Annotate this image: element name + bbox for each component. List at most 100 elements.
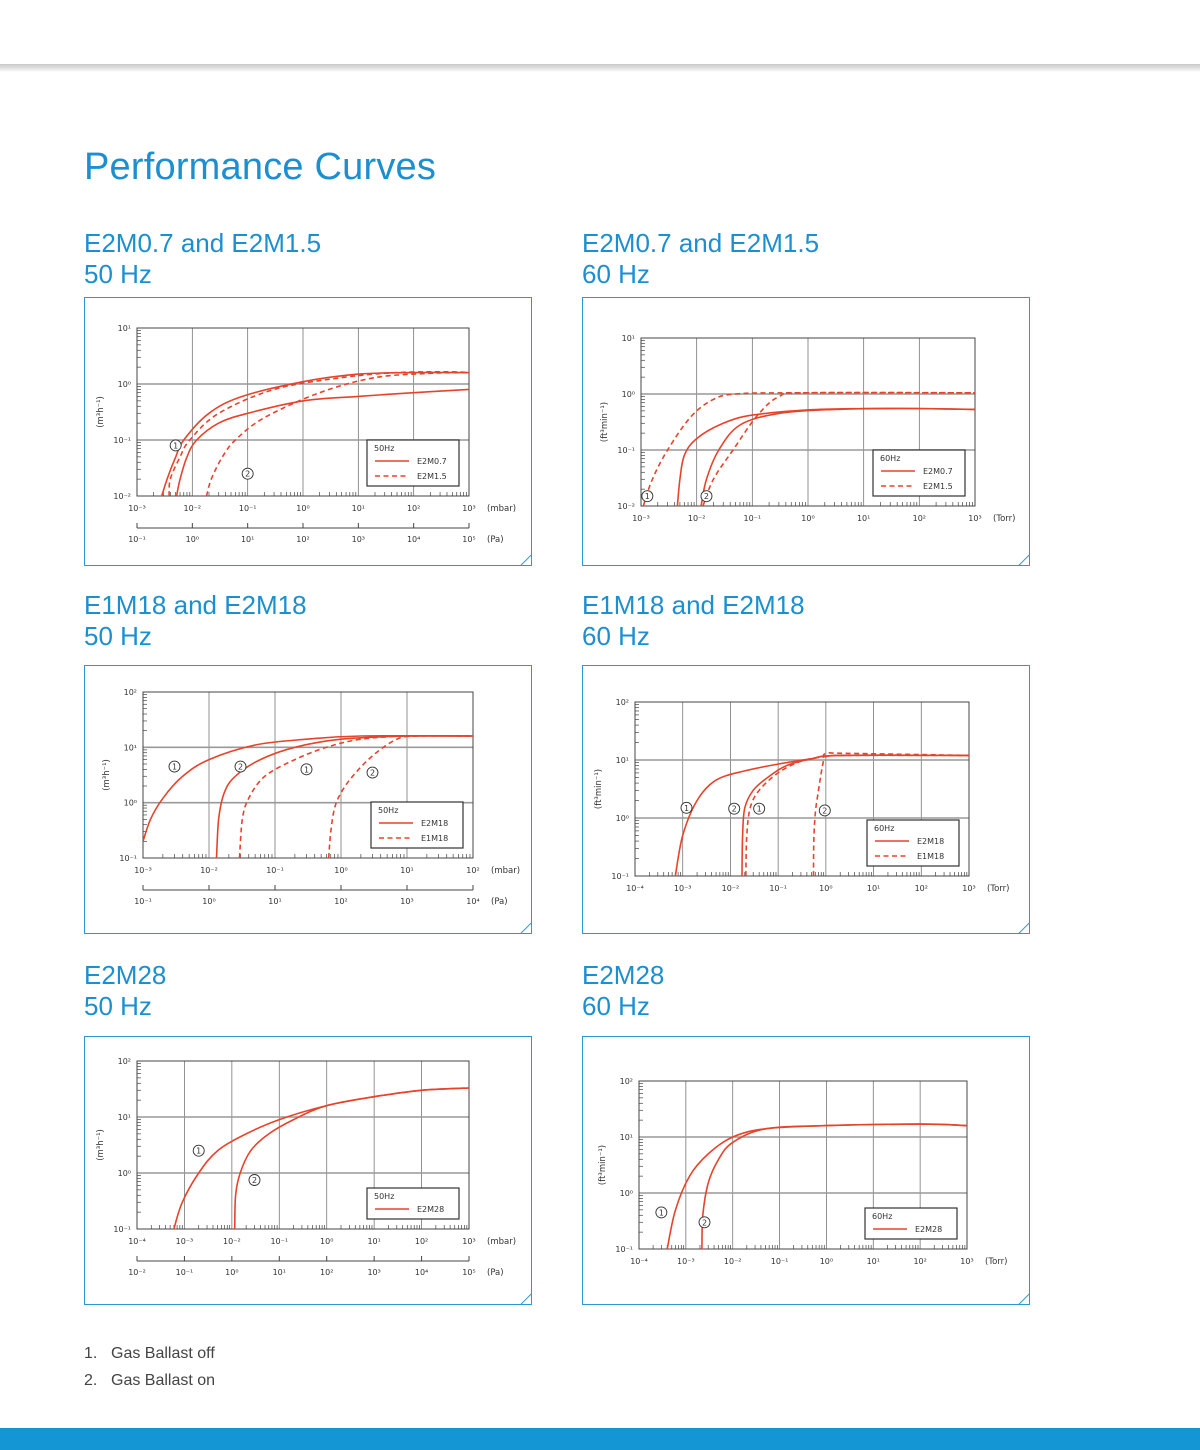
legend-title: 60Hz xyxy=(874,824,894,833)
chart-frequency: 60 Hz xyxy=(582,259,650,289)
y-tick-label: 10⁰ xyxy=(118,380,131,389)
marker-circle xyxy=(680,801,693,814)
x-tick-label: 10⁻³ xyxy=(677,1257,695,1266)
legend-label: E2M0.7 xyxy=(923,467,953,476)
marker-number: 1 xyxy=(684,804,689,813)
y-tick-label: 10¹ xyxy=(124,743,137,752)
x2-tick-label: 10¹ xyxy=(268,897,281,906)
x-tick-label: 10⁻¹ xyxy=(771,1257,789,1266)
x-axis-unit: (mbar) xyxy=(487,1237,516,1247)
y-tick-label: 10¹ xyxy=(118,1113,131,1122)
x-tick-label: 10¹ xyxy=(400,866,413,875)
chart-block-e1m18-60: E1M18 and E2M18 60 Hz 10⁻⁴ 10⁻³ 10⁻² 10⁻¹ 10⁰ 1… xyxy=(582,590,1030,934)
chart-title: E2M0.7 and E2M1.5 xyxy=(582,228,820,258)
x2-tick-label: 10⁴ xyxy=(415,1268,428,1277)
marker-number: 1 xyxy=(172,763,177,772)
series-group xyxy=(674,752,969,876)
x2-tick-label: 10⁴ xyxy=(466,897,479,906)
x2-tick-label: 10⁰ xyxy=(225,1268,238,1277)
y-tick-label: 10² xyxy=(620,1077,633,1086)
x-tick-label: 10⁻² xyxy=(724,1257,742,1266)
chart-frequency: 50 Hz xyxy=(84,991,152,1021)
x2-tick-label: 10¹ xyxy=(241,535,254,544)
x-tick-label: 10⁻³ xyxy=(134,866,152,875)
y-tick-label: 10¹ xyxy=(118,324,131,333)
marker-circle xyxy=(655,1206,668,1219)
marker-label: 2 xyxy=(700,490,713,503)
chart-frame: 10⁻³ 10⁻² 10⁻¹ 10⁰ 10¹ 10² 10³ (Torr) 10⁻² 10⁻¹ 10… xyxy=(582,297,1030,566)
legend: 60Hz E2M18 E1M18 xyxy=(866,819,960,867)
x2-tick-label: 10⁰ xyxy=(202,897,215,906)
series-line xyxy=(812,752,969,876)
marker-circle xyxy=(241,467,254,480)
marker-number: 2 xyxy=(238,763,243,772)
y-tick-label: 10⁰ xyxy=(616,814,629,823)
legend-box xyxy=(366,1187,460,1220)
top-shadow-bar xyxy=(0,64,1200,72)
chart-frame: 10⁻³ 10⁻² 10⁻¹ 10⁰ 10¹ 10² (mbar) 10⁻¹ 10⁰ 10¹ 10²… xyxy=(84,665,532,934)
x-tick-label: 10⁻¹ xyxy=(266,866,284,875)
chart-svg: 10⁻⁴ 10⁻³ 10⁻² 10⁻¹ 10⁰ 10¹ 10² 10³ (Torr) 10⁻¹ 10… xyxy=(594,698,1009,894)
chart-frame: 10⁻⁴ 10⁻³ 10⁻² 10⁻¹ 10⁰ 10¹ 10² 10³ (mbar) 10⁻² 10… xyxy=(84,1036,532,1305)
y-axis-label: (ft³min⁻¹) xyxy=(594,769,604,809)
marker-number: 2 xyxy=(702,1218,707,1227)
x-tick-label: 10² xyxy=(466,866,479,875)
y-tick-label: 10⁻¹ xyxy=(615,1245,633,1254)
marker-circle xyxy=(192,1144,205,1157)
marker-circle xyxy=(818,804,831,817)
series-line xyxy=(238,734,473,858)
chart-title: E2M28 xyxy=(582,960,665,990)
marker-label: 2 xyxy=(818,804,831,817)
chart-title: E2M0.7 and E2M1.5 xyxy=(84,228,322,258)
series-line xyxy=(745,754,969,876)
y-tick-label: 10⁰ xyxy=(620,1189,633,1198)
y-tick-label: 10² xyxy=(616,698,629,707)
chart-title: E2M28 xyxy=(84,960,167,990)
marker-number: 1 xyxy=(196,1147,201,1156)
y-tick-label: 10¹ xyxy=(622,334,635,343)
plot-border xyxy=(136,327,470,497)
series-group xyxy=(642,391,975,506)
x2-axis-unit: (Pa) xyxy=(491,897,508,907)
x-tick-label: 10² xyxy=(407,504,420,513)
marker-label: 1 xyxy=(641,490,654,503)
series-group xyxy=(143,734,473,858)
x2-tick-label: 10⁻¹ xyxy=(134,897,152,906)
note-item: 2. Gas Ballast on xyxy=(84,1367,215,1394)
legend: 50Hz E2M18 E1M18 xyxy=(370,801,464,849)
marker-label: 2 xyxy=(698,1216,711,1229)
y-tick-label: 10⁰ xyxy=(124,799,137,808)
chart-frame: 10⁻⁴ 10⁻³ 10⁻² 10⁻¹ 10⁰ 10¹ 10² 10³ (Torr) 10⁻¹ 10… xyxy=(582,1036,1030,1305)
legend-label: E1M18 xyxy=(421,834,448,843)
marker-label: 1 xyxy=(192,1144,205,1157)
x-tick-label: 10⁻¹ xyxy=(239,504,257,513)
x2-tick-label: 10³ xyxy=(400,897,413,906)
x-axis-unit: (mbar) xyxy=(487,504,516,514)
legend-box xyxy=(366,439,460,487)
chart-svg: 10⁻⁴ 10⁻³ 10⁻² 10⁻¹ 10⁰ 10¹ 10² 10³ (mbar) 10⁻² 10… xyxy=(96,1057,516,1278)
minor-ticks xyxy=(635,704,968,876)
x-tick-label: 10⁻³ xyxy=(128,504,146,513)
legend-title: 50Hz xyxy=(374,1192,394,1201)
x-tick-label: 10⁻⁴ xyxy=(128,1237,146,1246)
y-axis-label: (ft³min⁻¹) xyxy=(598,1145,608,1185)
series-line xyxy=(701,1123,967,1249)
x-tick-label: 10⁻³ xyxy=(176,1237,194,1246)
series-line xyxy=(233,1087,469,1229)
x2-tick-label: 10² xyxy=(334,897,347,906)
x-tick-label: 10² xyxy=(915,884,928,893)
x2-tick-label: 10² xyxy=(296,535,309,544)
chart-svg: 10⁻³ 10⁻² 10⁻¹ 10⁰ 10¹ 10² 10³ (mbar) 10⁻¹ 10⁰ 10¹… xyxy=(96,324,516,545)
y-tick-label: 10⁻¹ xyxy=(119,854,137,863)
chart-block-e2m28-50: E2M28 50 Hz 10⁻⁴ 10⁻³ 10⁻² 10⁻¹ 10⁰ 10¹ 10² 10³ (m… xyxy=(84,960,532,1305)
marker-number: 1 xyxy=(659,1208,664,1217)
series-group xyxy=(666,1123,967,1249)
x-tick-label: 10⁻² xyxy=(722,884,740,893)
x2-axis-unit: (Pa) xyxy=(487,1268,504,1278)
x-tick-label: 10¹ xyxy=(367,1237,380,1246)
grid xyxy=(638,1080,968,1250)
legend: 50Hz E2M0.7 E2M1.5 xyxy=(366,439,460,487)
chart-title: E1M18 and E2M18 xyxy=(582,590,805,620)
note-item: 1. Gas Ballast off xyxy=(84,1340,215,1367)
x2-tick-label: 10³ xyxy=(352,535,365,544)
